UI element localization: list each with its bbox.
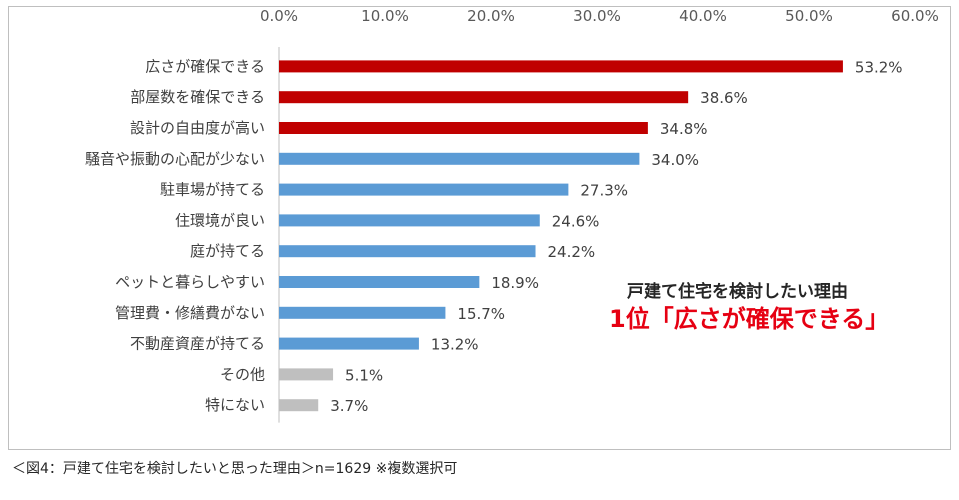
category-label: 不動産資産が持てる	[130, 335, 265, 353]
category-label: 管理費・修繕費がない	[115, 304, 265, 322]
data-label: 24.6%	[552, 212, 600, 230]
category-label: 住環境が良い	[175, 211, 265, 229]
category-label: 設計の自由度が高い	[130, 119, 265, 137]
bar	[279, 60, 843, 73]
x-tick-label: 0.0%	[260, 7, 298, 25]
category-label: 広さが確保できる	[145, 57, 265, 75]
bar	[279, 214, 540, 227]
data-label: 38.6%	[700, 89, 748, 107]
bar	[279, 245, 536, 258]
data-label: 24.2%	[548, 243, 596, 261]
x-tick-label: 10.0%	[361, 7, 409, 25]
data-label: 53.2%	[855, 58, 903, 76]
chart-frame: 0.0% 10.0% 20.0% 30.0% 40.0% 50.0% 60.0% 広さが確保で…	[8, 6, 951, 450]
data-label: 34.0%	[651, 151, 699, 169]
bar	[279, 152, 640, 165]
bar	[279, 399, 319, 412]
bar-chart: 0.0% 10.0% 20.0% 30.0% 40.0% 50.0% 60.0% 広さが確保で…	[85, 7, 939, 423]
bar	[279, 337, 419, 350]
data-label: 27.3%	[580, 182, 628, 200]
data-label: 13.2%	[431, 336, 479, 354]
category-label: 騒音や振動の心配が少ない	[85, 150, 265, 168]
x-tick-label: 30.0%	[573, 7, 621, 25]
category-label: 特にない	[205, 396, 265, 414]
annotation-title: 戸建て住宅を検討したい理由	[627, 282, 848, 302]
figure-caption: ＜図4：戸建て住宅を検討したいと思った理由＞n=1629 ※複数選択可	[12, 461, 458, 477]
category-label: その他	[220, 365, 265, 383]
x-tick-label: 50.0%	[785, 7, 833, 25]
annotation-highlight: 1位「広さが確保できる」	[609, 305, 890, 333]
x-tick-label: 60.0%	[891, 7, 939, 25]
bar	[279, 306, 446, 319]
bar	[279, 183, 569, 196]
data-label: 34.8%	[660, 120, 708, 138]
x-tick-label: 20.0%	[467, 7, 515, 25]
bar	[279, 122, 648, 134]
category-label: 庭が持てる	[190, 242, 265, 260]
data-label: 5.1%	[345, 366, 383, 384]
data-label: 15.7%	[457, 305, 505, 323]
category-label: 部屋数を確保できる	[130, 88, 265, 106]
category-label: 駐車場が持てる	[160, 181, 265, 199]
bar	[279, 91, 689, 104]
x-tick-label: 40.0%	[679, 7, 727, 25]
category-label: ペットと暮らしやすい	[115, 273, 265, 291]
data-label: 18.9%	[491, 274, 539, 292]
bar	[279, 276, 480, 288]
data-label: 3.7%	[330, 397, 368, 415]
bar	[279, 368, 334, 381]
